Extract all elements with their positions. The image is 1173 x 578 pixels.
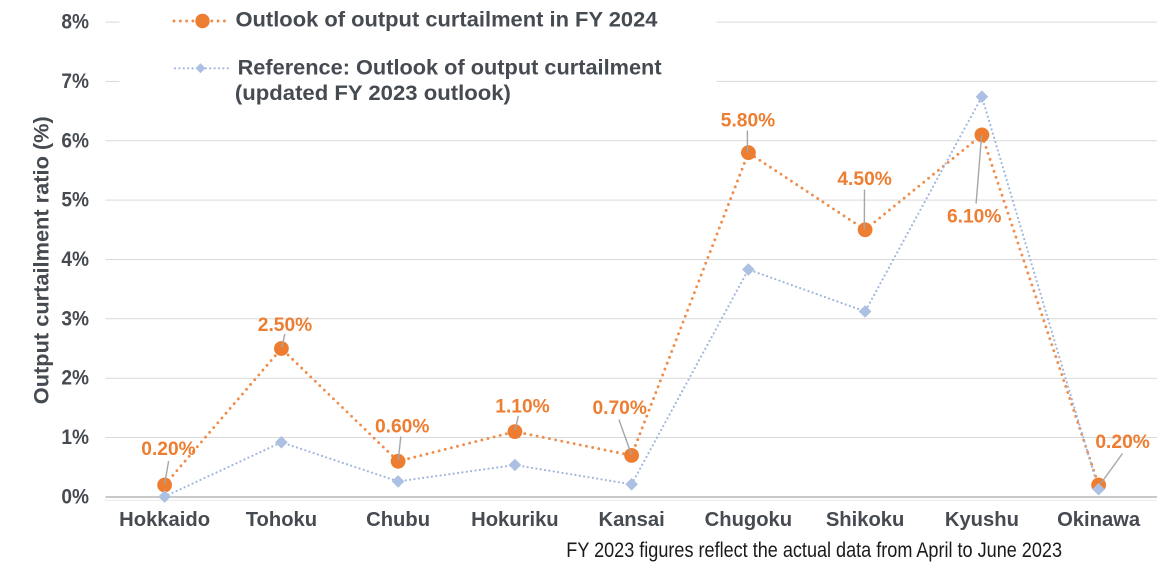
svg-text:Hokuriku: Hokuriku (471, 509, 559, 531)
svg-text:5.80%: 5.80% (721, 111, 775, 132)
svg-text:5%: 5% (61, 188, 89, 212)
svg-text:7%: 7% (61, 69, 89, 93)
svg-text:0%: 0% (61, 484, 89, 508)
svg-text:0.70%: 0.70% (592, 398, 646, 419)
svg-text:4.50%: 4.50% (837, 169, 891, 190)
svg-text:2%: 2% (61, 366, 89, 390)
svg-text:Okinawa: Okinawa (1057, 509, 1141, 531)
svg-text:Chugoku: Chugoku (705, 509, 792, 531)
svg-text:(updated FY 2023 outlook): (updated FY 2023 outlook) (235, 80, 511, 105)
svg-text:0.20%: 0.20% (1095, 432, 1149, 453)
svg-text:1%: 1% (61, 425, 89, 449)
svg-text:Shikoku: Shikoku (826, 509, 905, 531)
svg-text:6%: 6% (61, 128, 89, 152)
svg-text:Kyushu: Kyushu (945, 509, 1019, 531)
svg-text:1.10%: 1.10% (495, 396, 549, 417)
svg-text:0.60%: 0.60% (375, 417, 429, 438)
svg-text:Tohoku: Tohoku (246, 509, 317, 531)
svg-text:Hokkaido: Hokkaido (119, 509, 210, 531)
svg-text:0.20%: 0.20% (141, 439, 195, 460)
svg-text:8%: 8% (61, 10, 89, 34)
svg-text:Outlook of output curtailment: Outlook of output curtailment in FY 2024 (236, 7, 658, 32)
svg-text:Kansai: Kansai (598, 509, 664, 531)
svg-text:Chubu: Chubu (366, 509, 430, 531)
svg-text:Reference: Outlook of output c: Reference: Outlook of output curtailment (238, 55, 662, 80)
svg-text:3%: 3% (61, 306, 89, 330)
svg-text:4%: 4% (61, 247, 89, 271)
svg-text:FY 2023 figures reflect the ac: FY 2023 figures reflect the actual data … (566, 539, 1062, 562)
svg-text:Output curtailment ratio (%): Output curtailment ratio (%) (29, 116, 53, 404)
svg-text:6.10%: 6.10% (947, 206, 1001, 227)
svg-text:2.50%: 2.50% (258, 315, 312, 336)
